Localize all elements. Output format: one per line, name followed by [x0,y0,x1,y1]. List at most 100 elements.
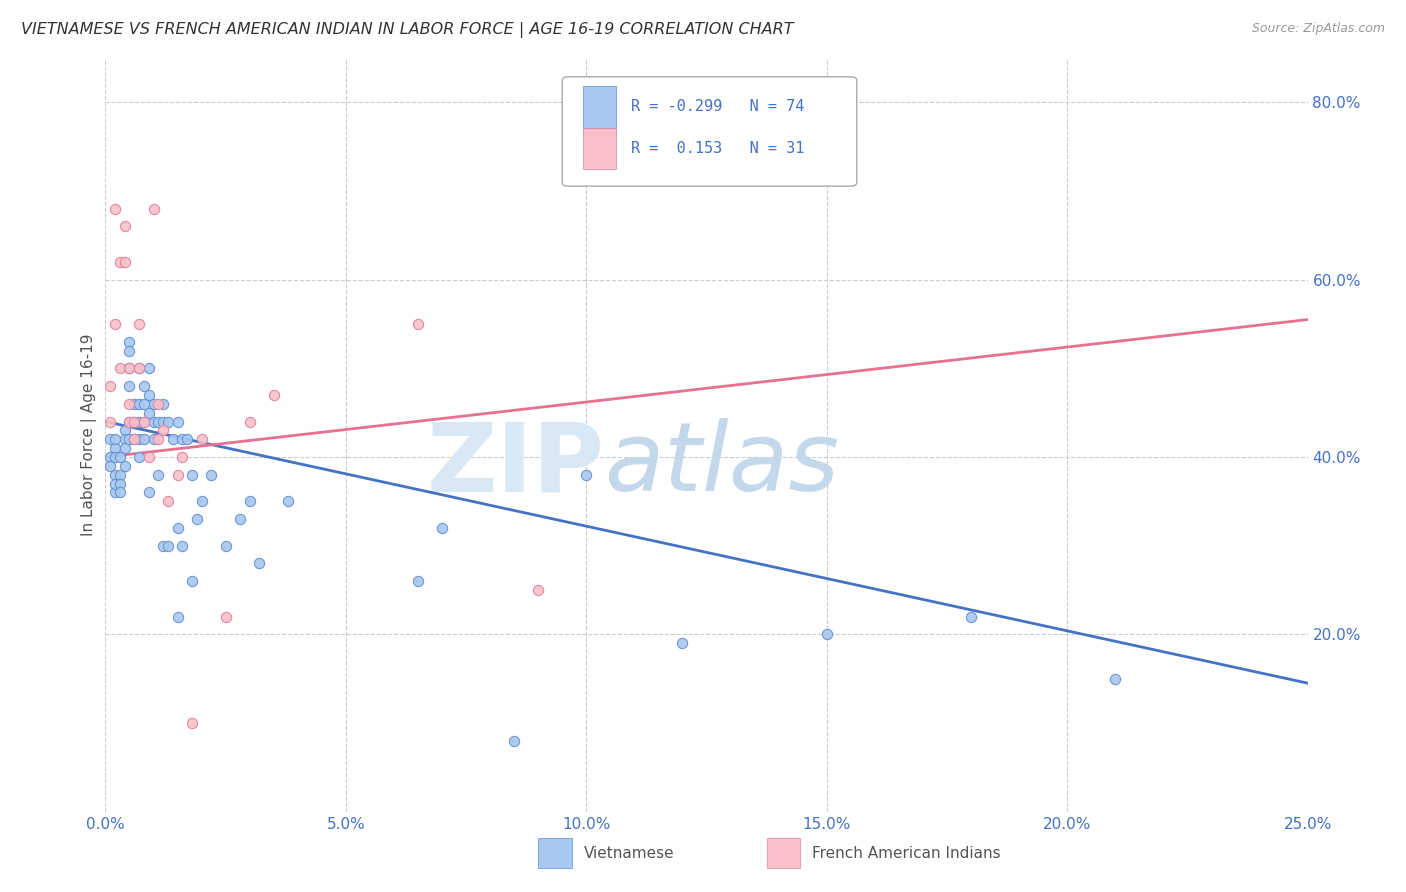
Point [114,441,136,455]
Point [142,415,165,429]
Point [128,397,150,411]
Point [132,415,155,429]
Point [176,432,198,446]
Point [142,202,165,216]
Point [138,485,160,500]
Point [104,432,127,446]
Point [132,432,155,446]
Point [138,450,160,464]
Point [114,219,136,234]
Point [108,255,131,269]
Text: VIETNAMESE VS FRENCH AMERICAN INDIAN IN LABOR FORCE | AGE 16-19 CORRELATION CHAR: VIETNAMESE VS FRENCH AMERICAN INDIAN IN … [21,22,793,38]
Bar [582,87,616,128]
Point [166,467,188,482]
Point [118,343,141,358]
Point [104,467,127,482]
Point [104,202,127,216]
Point [200,467,222,482]
Point [98,415,121,429]
Point [214,539,236,553]
Point [181,574,204,589]
Point [98,458,121,473]
Point [132,415,155,429]
Point [239,415,262,429]
Point [118,397,141,411]
Point [128,415,150,429]
Point [162,432,184,446]
Point [166,609,188,624]
Point [118,379,141,393]
Point [575,467,598,482]
Point [128,361,150,376]
Point [960,609,983,624]
Point [247,557,270,571]
Point [148,415,170,429]
Text: ZIP: ZIP [426,418,605,511]
Point [263,388,285,402]
Point [118,334,141,349]
Point [148,432,170,446]
Text: Vietnamese: Vietnamese [583,846,675,861]
Point [148,397,170,411]
Bar [766,838,800,868]
Point [142,397,165,411]
Point [152,415,174,429]
Point [118,415,141,429]
Point [186,512,208,526]
Point [98,379,121,393]
Point [229,512,252,526]
Point [108,450,131,464]
Point [406,317,429,331]
Point [181,467,204,482]
Point [124,397,146,411]
Point [114,255,136,269]
Point [128,361,150,376]
Point [108,467,131,482]
Point [114,424,136,438]
Point [118,432,141,446]
Point [118,415,141,429]
Point [138,388,160,402]
Point [108,485,131,500]
FancyBboxPatch shape [562,77,856,186]
Point [124,415,146,429]
Point [98,450,121,464]
Point [108,361,131,376]
Point [527,582,550,597]
Point [1104,672,1126,686]
Point [118,361,141,376]
Point [430,521,453,535]
Point [118,361,141,376]
Text: R = -0.299   N = 74: R = -0.299 N = 74 [631,100,804,114]
Point [406,574,429,589]
Point [239,494,262,508]
Point [138,406,160,420]
Point [104,450,127,464]
Point [190,494,212,508]
Point [104,317,127,331]
Text: French American Indians: French American Indians [813,846,1001,861]
Point [124,432,146,446]
Text: atlas: atlas [605,418,839,511]
Point [166,521,188,535]
Point [98,432,121,446]
Point [152,539,174,553]
Point [190,432,212,446]
Point [156,539,179,553]
Point [156,494,179,508]
Point [172,450,194,464]
Point [124,432,146,446]
Point [114,458,136,473]
Point [172,432,194,446]
Point [152,424,174,438]
Point [156,415,179,429]
Point [148,467,170,482]
Point [166,415,188,429]
Point [152,397,174,411]
Point [815,627,838,641]
Y-axis label: In Labor Force | Age 16-19: In Labor Force | Age 16-19 [82,334,97,536]
Point [104,476,127,491]
Point [114,432,136,446]
Point [671,636,693,650]
Point [104,485,127,500]
